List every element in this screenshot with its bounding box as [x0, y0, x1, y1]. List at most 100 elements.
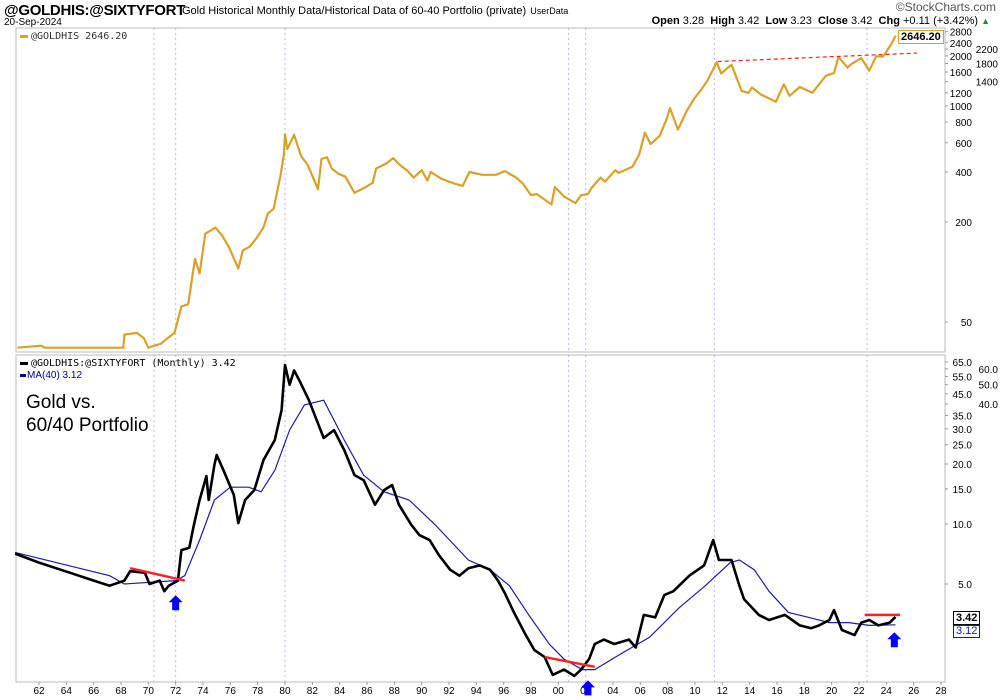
gold-resistance-trendline	[717, 52, 918, 63]
chg-value: +0.11 (+3.42%)	[903, 15, 979, 27]
top-y-tick-label: 600	[955, 139, 972, 150]
open-label: Open	[651, 15, 680, 27]
x-tick-label: 86	[361, 686, 373, 697]
top-y-tick-label: 400	[955, 168, 972, 179]
up-triangle-icon: ▲	[981, 16, 990, 26]
ohlc-readout: Open 3.28 High 3.42 Low 3.23 Close 3.42 …	[652, 15, 990, 27]
ma-legend: MA(40) 3.12	[20, 370, 82, 381]
chg-label: Chg	[878, 15, 900, 27]
top-y-tick-label: 1000	[950, 102, 973, 113]
x-tick-label: 20	[826, 686, 838, 697]
x-tick-label: 14	[744, 686, 756, 697]
gold-swatch	[20, 34, 28, 38]
x-tick-label: 92	[443, 686, 455, 697]
x-tick-label: 06	[635, 686, 647, 697]
x-tick-label: 28	[935, 686, 947, 697]
bottom-y-tick-label: 5.0	[958, 580, 972, 591]
source-label: UserData	[530, 6, 569, 16]
gold-legend: @GOLDHIS 2646.20	[20, 31, 127, 42]
chart-date: 20-Sep-2024	[4, 17, 62, 28]
bottom-y-tick-label: 25.0	[953, 441, 973, 452]
bottom-y-tick-label: 15.0	[953, 485, 973, 496]
x-tick-label: 62	[33, 686, 45, 697]
x-tick-label: 74	[197, 686, 209, 697]
low-label: Low	[765, 15, 788, 27]
top-y-tick-label: 1600	[950, 68, 973, 79]
red-trendline	[544, 655, 596, 669]
chart-annotation-text: Gold vs. 60/40 Portfolio	[26, 391, 149, 437]
x-tick-label: 80	[279, 686, 291, 697]
x-tick-label: 00	[553, 686, 565, 697]
high-label: High	[710, 15, 735, 27]
ma-legend-text: MA(40) 3.12	[27, 370, 83, 381]
x-tick-label: 08	[662, 686, 674, 697]
top-y-tick-label: 800	[955, 118, 972, 129]
x-tick-label: 10	[689, 686, 701, 697]
ratio-last-value-tag: 3.42	[953, 611, 981, 625]
bottom-y-tick-label: 60.0	[979, 365, 999, 376]
x-tick-label: 18	[799, 686, 811, 697]
x-tick-label: 24	[881, 686, 893, 697]
x-tick-label: 64	[61, 686, 73, 697]
low-value: 3.23	[790, 15, 812, 27]
x-tick-label: 94	[471, 686, 483, 697]
top-y-tick-label: 1200	[950, 89, 973, 100]
blue-up-arrow-icon	[168, 595, 183, 611]
x-tick-label: 70	[143, 686, 155, 697]
x-tick-label: 68	[115, 686, 127, 697]
x-tick-label: 22	[853, 686, 865, 697]
x-tick-label: 66	[88, 686, 100, 697]
gold-vs-6040-ratio-line	[14, 363, 897, 678]
x-tick-label: 90	[416, 686, 428, 697]
gold-legend-text: @GOLDHIS 2646.20	[31, 31, 128, 42]
bottom-panel-frame	[15, 354, 946, 683]
x-tick-label: 72	[170, 686, 182, 697]
bottom-y-tick-label: 65.0	[953, 358, 973, 369]
blue-up-arrow-icon	[887, 632, 902, 648]
bottom-y-tick-label: 50.0	[979, 381, 999, 392]
top-y-tick-label: 2200	[976, 45, 999, 56]
annotation-line-1: Gold vs.	[26, 392, 96, 413]
bottom-y-tick-label: 40.0	[979, 400, 999, 411]
x-tick-label: 26	[908, 686, 920, 697]
x-tick-label: 76	[225, 686, 237, 697]
ratio-legend-text: @GOLDHIS:@SIXTYFORT (Monthly) 3.42	[31, 358, 236, 369]
chart-description: Gold Historical Monthly Data/Historical …	[182, 5, 568, 17]
x-tick-label: 84	[334, 686, 346, 697]
ma-swatch	[20, 373, 26, 377]
bottom-y-tick-label: 55.0	[953, 372, 973, 383]
x-tick-label: 04	[607, 686, 619, 697]
red-trendline	[129, 567, 186, 582]
top-y-tick-label: 1800	[976, 60, 999, 71]
bottom-y-tick-label: 35.0	[953, 412, 973, 423]
x-tick-label: 88	[389, 686, 401, 697]
x-tick-label: 96	[498, 686, 510, 697]
top-y-tick-label: 2800	[950, 28, 973, 39]
bottom-y-tick-label: 20.0	[953, 460, 973, 471]
x-tick-label: 78	[252, 686, 264, 697]
bottom-y-tick-label: 10.0	[953, 520, 973, 531]
ma-last-value-tag: 3.12	[953, 625, 981, 638]
ma40-line	[14, 399, 896, 671]
annotation-line-2: 60/40 Portfolio	[26, 415, 149, 436]
top-y-tick-label: 50	[961, 318, 973, 329]
close-label: Close	[817, 15, 848, 27]
x-tick-label: 82	[307, 686, 319, 697]
blue-up-arrow-icon	[580, 680, 595, 696]
ratio-swatch	[20, 361, 28, 365]
close-value: 3.42	[851, 15, 873, 27]
x-tick-label: 16	[771, 686, 783, 697]
top-y-tick-label: 200	[955, 218, 972, 229]
top-y-tick-label: 1400	[976, 78, 999, 89]
top-panel-frame	[15, 27, 946, 353]
high-value: 3.42	[737, 15, 760, 27]
open-value: 3.28	[682, 15, 705, 27]
top-y-tick-label: 2400	[950, 39, 973, 50]
bottom-y-tick-label: 30.0	[953, 425, 973, 436]
x-tick-label: 12	[717, 686, 729, 697]
description-text: Gold Historical Monthly Data/Historical …	[182, 5, 527, 17]
gold-price-line	[17, 35, 897, 349]
top-y-tick-label: 2000	[950, 52, 973, 63]
chart-symbol: @GOLDHIS:@SIXTYFORT	[4, 2, 186, 19]
